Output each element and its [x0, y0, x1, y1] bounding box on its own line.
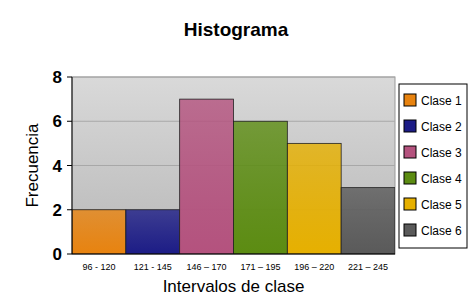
chart-container: 0 2 4 6 8 96 - 120 121 - 145 146 – 170 171 – 195…	[0, 0, 474, 298]
y-tick-label: 6	[53, 112, 62, 131]
legend-label: Clase 4	[421, 172, 462, 186]
bar	[72, 210, 126, 254]
y-tick	[67, 209, 72, 210]
x-tick-label: 146 – 170	[187, 262, 227, 272]
plot-background	[72, 77, 395, 254]
y-tick	[67, 77, 72, 78]
y-tick-label: 8	[53, 68, 62, 87]
legend-label: Clase 6	[421, 224, 462, 238]
bar	[341, 188, 395, 254]
legend-label: Clase 5	[421, 198, 462, 212]
bars	[72, 99, 395, 254]
bar	[287, 143, 341, 254]
grid-line	[72, 77, 395, 78]
legend-box	[399, 84, 467, 248]
y-tick-label: 0	[53, 245, 62, 264]
bar	[234, 121, 288, 254]
title: Histograma	[184, 19, 289, 40]
y-tick	[67, 165, 72, 166]
legend-swatch	[404, 94, 416, 106]
chart-svg: 0 2 4 6 8 96 - 120 121 - 145 146 – 170 171 – 195…	[0, 0, 474, 298]
x-tick-label: 96 - 120	[82, 262, 115, 272]
y-tick-label: 2	[53, 201, 62, 220]
grid-line	[72, 254, 395, 255]
legend-swatch	[404, 146, 416, 158]
x-axis-label: Intervalos de clase	[163, 277, 305, 296]
legend-swatch	[404, 198, 416, 210]
bar	[126, 210, 180, 254]
legend-label: Clase 2	[421, 120, 462, 134]
x-tick-label: 221 – 245	[348, 262, 388, 272]
legend-label: Clase 1	[421, 94, 462, 108]
legend-swatch	[404, 172, 416, 184]
legend-label: Clase 3	[421, 146, 462, 160]
y-axis-label: Frecuencia	[23, 123, 42, 208]
legend-swatch	[404, 224, 416, 236]
y-axis	[72, 77, 73, 254]
x-tick-label: 121 - 145	[134, 262, 172, 272]
x-axis	[72, 254, 395, 255]
bar	[180, 99, 234, 254]
y-tick-label: 4	[53, 157, 63, 176]
y-tick	[67, 254, 72, 255]
y-tick	[67, 121, 72, 122]
x-tick-label: 171 – 195	[240, 262, 280, 272]
x-tick-label: 196 – 220	[294, 262, 334, 272]
legend-swatch	[404, 120, 416, 132]
